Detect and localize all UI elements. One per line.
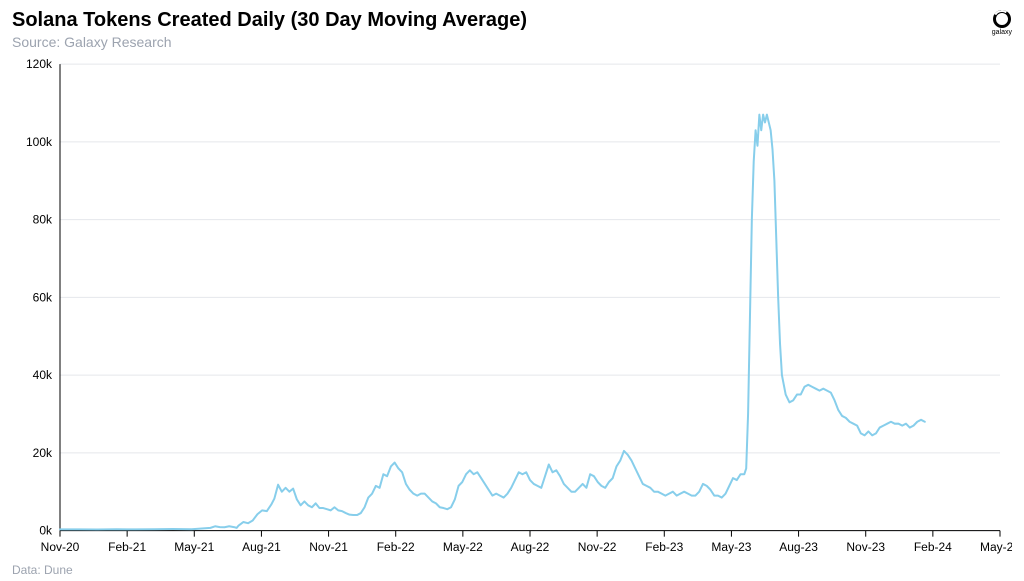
line-chart: 0k 20k 40k 60k 80k 100k 120k Nov-20 Feb-21 May-21… bbox=[12, 54, 1012, 561]
y-axis-tick-label: 80k bbox=[33, 213, 53, 227]
y-axis-tick-label: 20k bbox=[33, 446, 53, 460]
y-axis-tick-label: 40k bbox=[33, 368, 53, 382]
x-axis-tick-label: Nov-21 bbox=[309, 540, 348, 554]
x-axis-tick-label: Aug-23 bbox=[779, 540, 818, 554]
x-axis-tick-label: Feb-24 bbox=[914, 540, 952, 554]
y-axis-tick-label: 100k bbox=[26, 135, 53, 149]
x-axis-tick-label: Nov-22 bbox=[578, 540, 617, 554]
chart-title: Solana Tokens Created Daily (30 Day Movi… bbox=[12, 8, 527, 32]
series-line bbox=[60, 115, 925, 530]
galaxy-logo-icon bbox=[993, 10, 1011, 28]
x-axis-tick-label: Nov-23 bbox=[846, 540, 885, 554]
x-axis-tick-label: May-23 bbox=[711, 540, 751, 554]
x-axis-tick-label: Aug-21 bbox=[242, 540, 281, 554]
x-axis-tick-label: Aug-22 bbox=[511, 540, 550, 554]
data-source: Data: Dune bbox=[12, 563, 1012, 577]
galaxy-logo: galaxy bbox=[992, 10, 1012, 36]
chart-subtitle: Source: Galaxy Research bbox=[12, 34, 527, 50]
x-axis-tick-label: May-21 bbox=[174, 540, 214, 554]
x-axis-tick-label: Feb-22 bbox=[377, 540, 415, 554]
x-axis-tick-label: Feb-23 bbox=[645, 540, 683, 554]
x-axis-tick-label: Feb-21 bbox=[108, 540, 146, 554]
y-axis-tick-label: 0k bbox=[39, 524, 53, 538]
x-axis-tick-label: Nov-20 bbox=[41, 540, 80, 554]
x-axis-tick-label: May-24 bbox=[980, 540, 1012, 554]
x-axis-tick-label: May-22 bbox=[443, 540, 483, 554]
y-axis-tick-label: 60k bbox=[33, 290, 53, 304]
galaxy-logo-text: galaxy bbox=[992, 29, 1012, 36]
chart-area: 0k 20k 40k 60k 80k 100k 120k Nov-20 Feb-21 May-21… bbox=[12, 54, 1012, 561]
y-axis-tick-label: 120k bbox=[26, 57, 53, 71]
